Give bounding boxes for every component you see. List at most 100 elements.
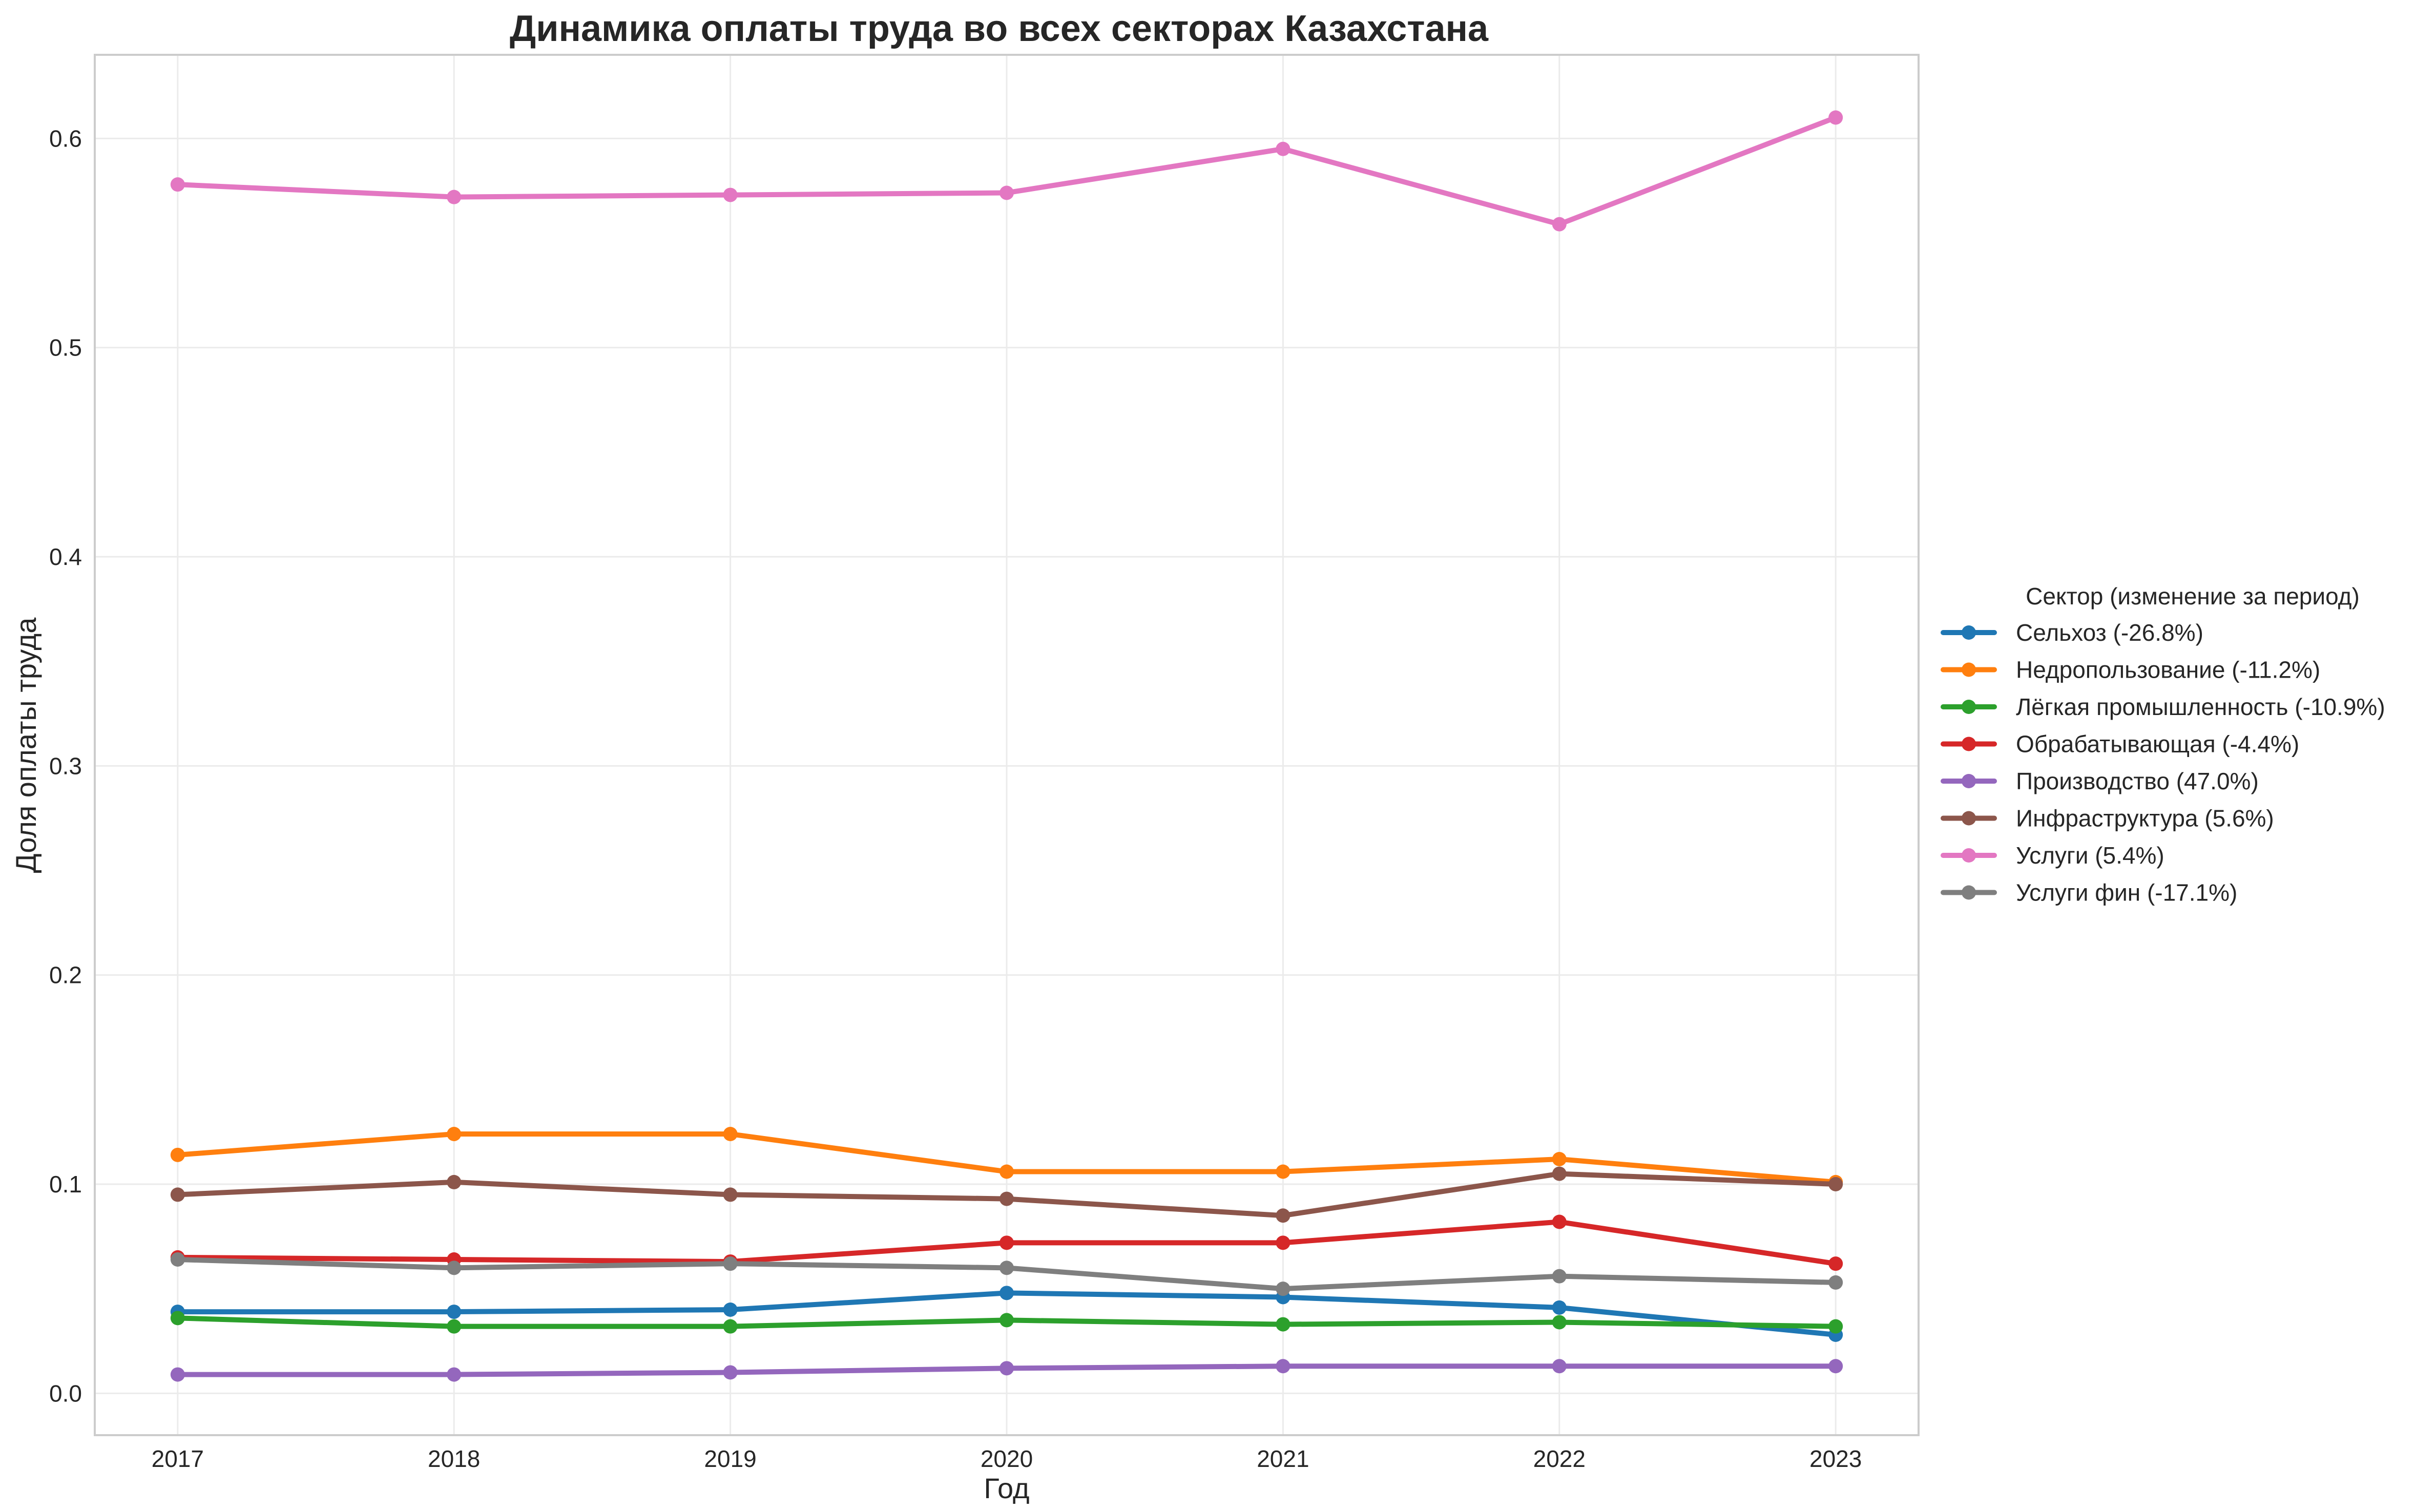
- y-tick-label: 0.5: [49, 334, 82, 361]
- x-axis-label: Год: [984, 1472, 1029, 1504]
- data-point: [1552, 1152, 1567, 1166]
- legend-item: Услуги фин (-17.1%): [1941, 879, 2237, 906]
- data-point: [1276, 1359, 1290, 1374]
- data-point: [1276, 1164, 1290, 1179]
- legend-swatch-marker: [1962, 848, 1976, 863]
- data-point: [1552, 1359, 1567, 1374]
- series-7: [170, 1252, 1843, 1296]
- data-point: [1552, 1214, 1567, 1229]
- data-point: [447, 1319, 462, 1334]
- legend-title: Сектор (изменение за период): [2026, 583, 2360, 610]
- series-6: [170, 110, 1843, 232]
- legend-swatch-marker: [1962, 662, 1976, 677]
- legend-label: Инфраструктура (5.6%): [2016, 805, 2274, 832]
- data-point: [723, 1187, 738, 1202]
- legend-swatch-marker: [1962, 774, 1976, 788]
- series-3: [170, 1214, 1843, 1271]
- data-point: [1000, 1286, 1014, 1300]
- x-tick-label: 2017: [152, 1445, 204, 1472]
- data-point: [1828, 1256, 1843, 1271]
- data-point: [170, 1311, 185, 1326]
- data-point: [723, 1256, 738, 1271]
- data-point: [1276, 1235, 1290, 1250]
- data-point: [1000, 1191, 1014, 1206]
- data-point: [447, 190, 462, 204]
- x-tick-label: 2020: [981, 1445, 1033, 1472]
- legend-label: Лёгкая промышленность (-10.9%): [2016, 694, 2385, 720]
- legend: Сектор (изменение за период) Сельхоз (-2…: [1941, 583, 2385, 906]
- legend-item: Сельхоз (-26.8%): [1941, 619, 2203, 646]
- data-point: [1828, 1319, 1843, 1334]
- data-point: [170, 1147, 185, 1162]
- legend-item: Лёгкая промышленность (-10.9%): [1941, 694, 2385, 720]
- y-axis-label: Доля оплаты труда: [10, 617, 42, 873]
- data-point: [1276, 1317, 1290, 1332]
- series-1: [170, 1127, 1843, 1189]
- data-point: [723, 187, 738, 202]
- legend-item: Услуги (5.4%): [1941, 842, 2164, 869]
- x-tick-label: 2019: [704, 1445, 756, 1472]
- data-point: [1000, 1164, 1014, 1179]
- y-tick-label: 0.4: [49, 543, 82, 570]
- chart-title: Динамика оплаты труда во всех секторах К…: [510, 8, 1489, 49]
- data-point: [170, 1252, 185, 1267]
- x-tick-label: 2023: [1809, 1445, 1862, 1472]
- legend-label: Обрабатывающая (-4.4%): [2016, 731, 2299, 758]
- legend-swatch-marker: [1962, 625, 1976, 640]
- data-point: [447, 1127, 462, 1141]
- data-point: [170, 1367, 185, 1382]
- legend-item: Производство (47.0%): [1941, 768, 2259, 794]
- legend-swatch-marker: [1962, 811, 1976, 826]
- data-point: [1552, 1300, 1567, 1315]
- y-tick-label: 0.3: [49, 752, 82, 779]
- x-tick-label: 2021: [1257, 1445, 1309, 1472]
- legend-label: Услуги (5.4%): [2016, 842, 2164, 869]
- series-5: [170, 1166, 1843, 1223]
- data-point: [723, 1127, 738, 1141]
- data-point: [723, 1319, 738, 1334]
- data-point: [447, 1367, 462, 1382]
- y-tick-label: 0.1: [49, 1171, 82, 1198]
- data-point: [723, 1365, 738, 1380]
- legend-item: Инфраструктура (5.6%): [1941, 805, 2274, 832]
- x-tick-label: 2022: [1533, 1445, 1586, 1472]
- y-tick-label: 0.0: [49, 1380, 82, 1406]
- data-point: [1552, 217, 1567, 232]
- data-point: [1000, 1235, 1014, 1250]
- x-tick-label: 2018: [428, 1445, 480, 1472]
- y-tick-labels: 0.0 0.1 0.2 0.3 0.4 0.5 0.6: [49, 125, 82, 1406]
- data-point: [1552, 1269, 1567, 1284]
- data-point: [1552, 1166, 1567, 1181]
- legend-item: Недропользование (-11.2%): [1941, 657, 2320, 683]
- data-point: [1828, 110, 1843, 125]
- legend-label: Недропользование (-11.2%): [2016, 657, 2320, 683]
- data-point: [1828, 1275, 1843, 1290]
- legend-label: Услуги фин (-17.1%): [2016, 879, 2237, 906]
- legend-swatch-marker: [1962, 885, 1976, 900]
- data-point: [1000, 1261, 1014, 1275]
- data-point: [1276, 141, 1290, 156]
- data-point: [447, 1305, 462, 1319]
- legend-label: Производство (47.0%): [2016, 768, 2259, 794]
- data-point: [170, 1187, 185, 1202]
- series-2: [170, 1311, 1843, 1334]
- data-point: [1276, 1208, 1290, 1223]
- data-point: [1828, 1359, 1843, 1374]
- plot-frame: [94, 54, 1920, 1436]
- y-tick-label: 0.6: [49, 125, 82, 152]
- legend-swatch-marker: [1962, 700, 1976, 714]
- legend-item: Обрабатывающая (-4.4%): [1941, 731, 2299, 758]
- legend-swatch-marker: [1962, 737, 1976, 751]
- grid-layer: [95, 55, 1919, 1435]
- data-point: [170, 177, 185, 192]
- legend-label: Сельхоз (-26.8%): [2016, 619, 2203, 646]
- data-point: [1000, 185, 1014, 200]
- data-point: [1000, 1313, 1014, 1328]
- data-point: [1552, 1315, 1567, 1330]
- data-point: [447, 1174, 462, 1189]
- series-4: [170, 1359, 1843, 1382]
- data-point: [1828, 1177, 1843, 1191]
- data-point: [723, 1303, 738, 1317]
